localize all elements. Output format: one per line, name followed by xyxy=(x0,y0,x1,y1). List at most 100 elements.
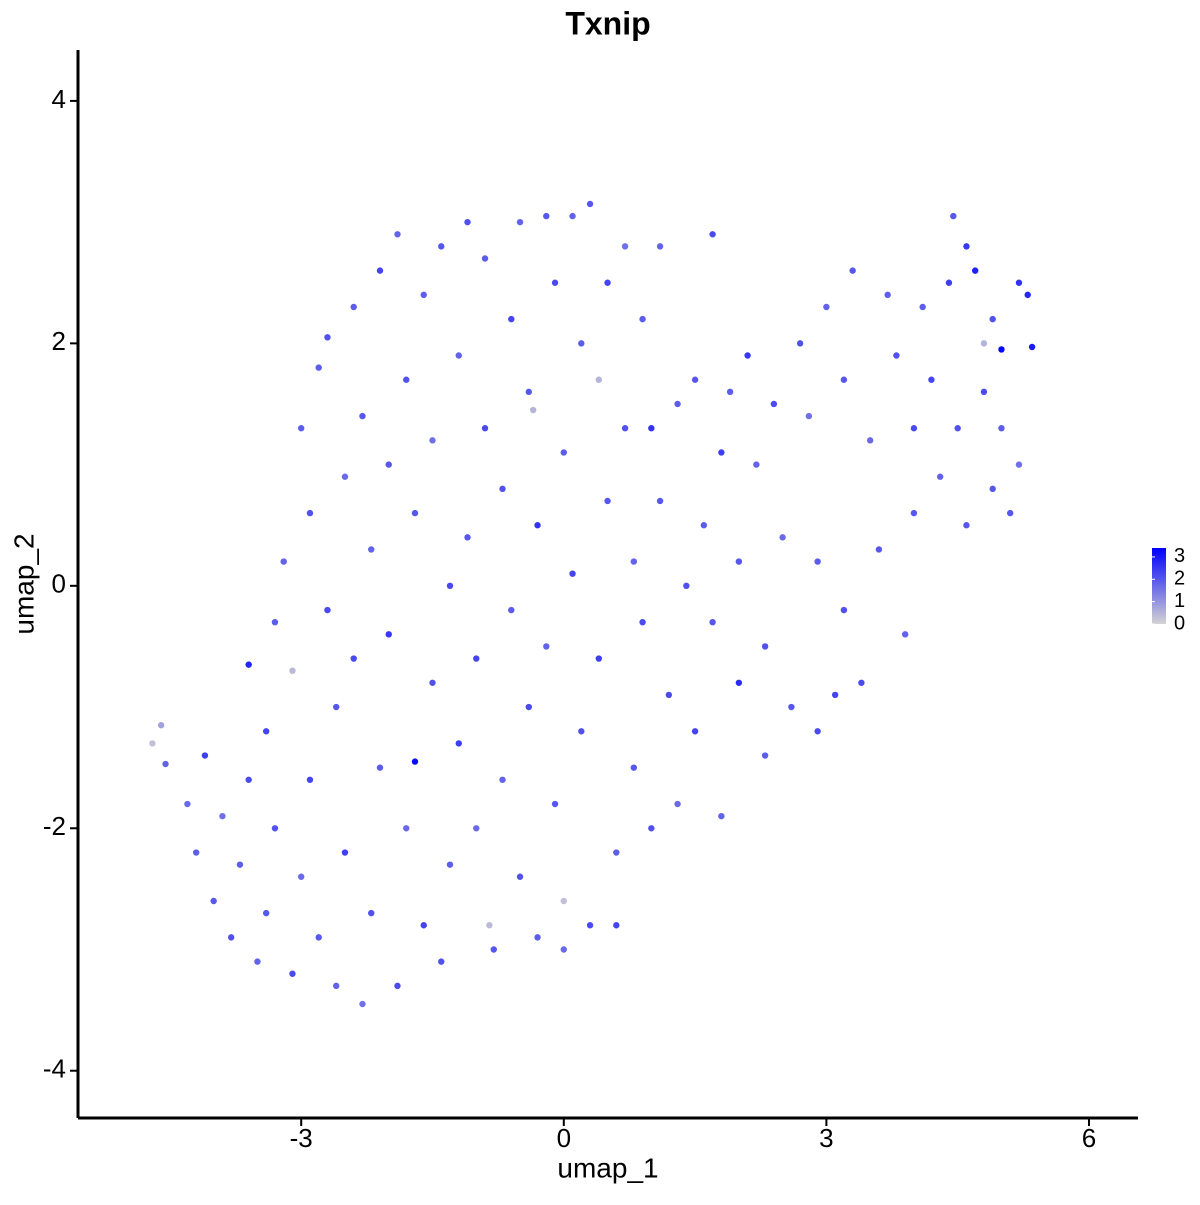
point xyxy=(840,606,848,614)
point xyxy=(543,212,550,220)
point xyxy=(586,200,594,208)
point xyxy=(796,340,804,347)
point xyxy=(831,691,839,699)
point xyxy=(560,897,567,905)
y-axis-title: umap_2 xyxy=(8,533,39,634)
point xyxy=(271,825,279,832)
point xyxy=(464,534,471,541)
point xyxy=(945,279,953,286)
point xyxy=(691,728,699,735)
point xyxy=(621,243,629,250)
point xyxy=(368,546,375,553)
point xyxy=(254,958,261,965)
point xyxy=(184,800,191,808)
point xyxy=(980,340,988,347)
point xyxy=(149,740,156,747)
point xyxy=(674,400,681,408)
point xyxy=(455,740,462,747)
point xyxy=(718,449,725,456)
point xyxy=(901,631,909,638)
point xyxy=(560,946,567,953)
point xyxy=(508,315,515,323)
point xyxy=(910,425,918,432)
point xyxy=(516,873,524,880)
point xyxy=(490,946,497,953)
point xyxy=(438,243,445,250)
point xyxy=(1015,279,1023,286)
point xyxy=(359,412,366,420)
point xyxy=(613,849,620,856)
point xyxy=(289,970,296,977)
point xyxy=(893,352,900,359)
point xyxy=(963,243,970,250)
point xyxy=(306,776,314,783)
point xyxy=(455,352,462,359)
point xyxy=(744,352,751,359)
point xyxy=(950,212,957,220)
point xyxy=(1024,291,1031,299)
point xyxy=(464,218,471,226)
point xyxy=(429,437,436,444)
point xyxy=(928,376,935,383)
point xyxy=(569,570,576,577)
point xyxy=(385,631,392,638)
point xyxy=(210,897,217,905)
point xyxy=(245,661,252,668)
point xyxy=(481,255,489,262)
point xyxy=(306,509,314,517)
colorbar-tick-label: 2 xyxy=(1174,568,1185,590)
point xyxy=(162,760,169,768)
point xyxy=(674,800,681,808)
colorbar-tick-label: 1 xyxy=(1174,590,1185,612)
point xyxy=(289,667,296,674)
point xyxy=(298,425,305,432)
point xyxy=(403,825,410,832)
point xyxy=(420,291,427,299)
point xyxy=(219,812,226,820)
point xyxy=(271,618,279,626)
point xyxy=(936,473,944,480)
point xyxy=(770,400,778,408)
point xyxy=(446,582,454,590)
point xyxy=(788,703,795,711)
point xyxy=(989,485,996,493)
point xyxy=(1015,461,1023,468)
point xyxy=(805,412,813,420)
point xyxy=(403,376,410,383)
point xyxy=(656,243,664,250)
point xyxy=(621,425,629,432)
point xyxy=(481,425,489,432)
point xyxy=(919,303,926,311)
point xyxy=(525,703,532,711)
point xyxy=(516,218,524,226)
point xyxy=(551,800,559,808)
y-tick-label: 0 xyxy=(52,569,66,599)
point xyxy=(227,934,235,941)
point xyxy=(849,267,856,274)
point xyxy=(656,497,664,505)
point xyxy=(429,679,436,686)
point xyxy=(954,425,961,432)
point xyxy=(569,212,576,220)
point xyxy=(726,388,734,396)
point xyxy=(700,522,708,529)
point xyxy=(394,231,401,238)
y-tick-label: 2 xyxy=(52,326,66,356)
point xyxy=(376,267,384,274)
point xyxy=(324,334,331,341)
point xyxy=(980,388,988,396)
point xyxy=(350,655,357,662)
point xyxy=(473,825,480,832)
y-tick-label: 4 xyxy=(52,84,66,114)
point xyxy=(858,679,865,686)
point xyxy=(639,618,646,626)
point xyxy=(761,643,769,650)
point xyxy=(385,461,392,468)
point xyxy=(438,958,445,965)
point xyxy=(998,425,1005,432)
point xyxy=(551,279,559,286)
point xyxy=(157,722,165,729)
x-tick-label: -3 xyxy=(290,1123,313,1153)
point xyxy=(333,703,340,711)
point xyxy=(534,522,541,529)
